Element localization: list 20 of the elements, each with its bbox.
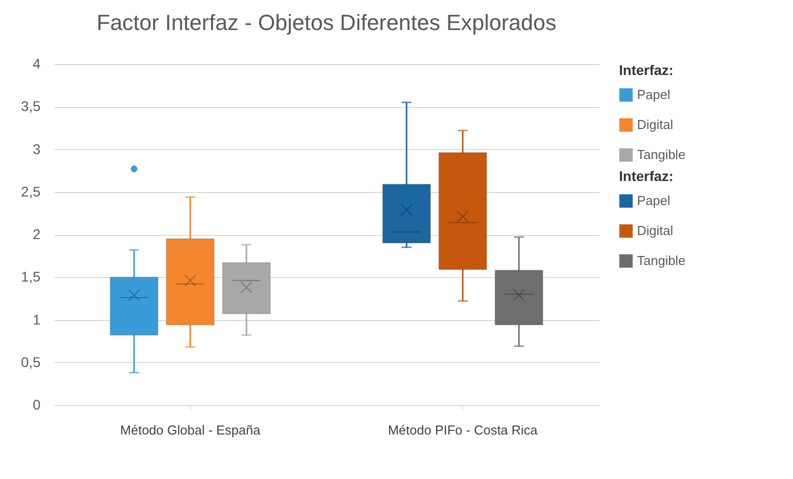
y-tick-label: 1	[32, 311, 41, 328]
legend-label: Digital	[637, 117, 674, 132]
x-tick-label: Método Global - España	[120, 422, 262, 438]
chart-title: Factor Interfaz - Objetos Diferentes Explorados	[96, 10, 556, 35]
text: Interfaz:	[619, 168, 674, 184]
y-tick-label: 3,5	[21, 98, 41, 114]
legend-label: Papel	[637, 193, 670, 208]
legend-label: Digital	[637, 223, 674, 238]
legend-label: Tangible	[637, 147, 686, 162]
y-tick-label: 4	[32, 56, 41, 72]
y-tick-label: 1,5	[21, 268, 41, 285]
legend-label: Papel	[637, 87, 670, 102]
y-tick-label: 0,5	[21, 354, 41, 370]
y-tick-label: 0	[32, 396, 41, 412]
y-tick-label: 2	[32, 226, 41, 242]
y-tick-label: 2,5	[21, 183, 41, 200]
legend-title: Interfaz:	[619, 62, 674, 78]
y-tick-label: 3	[32, 140, 41, 157]
x-tick-label: Método PIFo - Costa Rica	[388, 422, 538, 438]
legend-label: Tangible	[637, 253, 686, 268]
